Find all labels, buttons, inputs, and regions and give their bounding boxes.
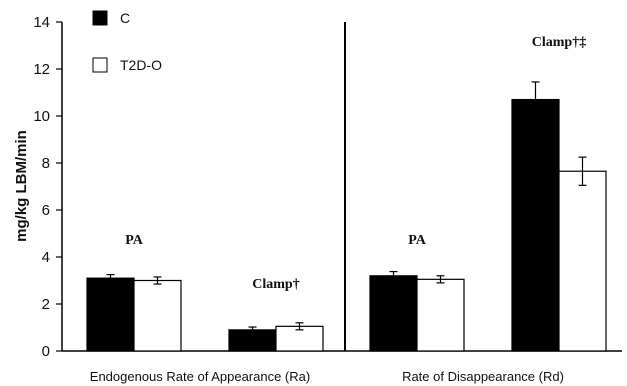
y-axis-label: mg/kg LBM/min	[13, 130, 30, 242]
legend: C T2D-O	[92, 10, 162, 73]
y-ticks: 0 2 4 6 8 10 12 14	[33, 14, 62, 360]
condition-annotation: PA	[408, 233, 427, 248]
condition-annotation: Clamp†	[252, 277, 299, 292]
y-tick-label: 8	[42, 155, 50, 172]
y-tick-label: 2	[42, 296, 50, 313]
bars	[86, 81, 607, 352]
condition-annotation: PA	[125, 233, 144, 248]
group-label: Rate of Disappearance (Rd)	[402, 369, 564, 384]
bar	[416, 278, 465, 352]
group-label: Endogenous Rate of Appearance (Ra)	[90, 369, 310, 384]
legend-label-c: C	[120, 10, 130, 26]
legend-swatch-c	[92, 10, 108, 26]
bar	[369, 275, 418, 352]
legend-label-t2d-o: T2D-O	[120, 57, 162, 73]
bar	[511, 98, 560, 352]
y-tick-label: 14	[33, 14, 50, 31]
y-tick-label: 6	[42, 202, 50, 219]
bar	[558, 170, 607, 352]
y-tick-label: 12	[33, 61, 50, 78]
bar	[133, 279, 182, 352]
y-tick-label: 4	[42, 249, 50, 266]
y-tick-label: 0	[42, 343, 50, 360]
bar	[86, 277, 135, 352]
legend-swatch-t2d-o	[92, 57, 108, 73]
labels: PA Clamp† Endogenous Rate of Appearance (R…	[90, 35, 586, 384]
y-tick-label: 10	[33, 108, 50, 125]
condition-annotation: Clamp†‡	[532, 35, 586, 50]
